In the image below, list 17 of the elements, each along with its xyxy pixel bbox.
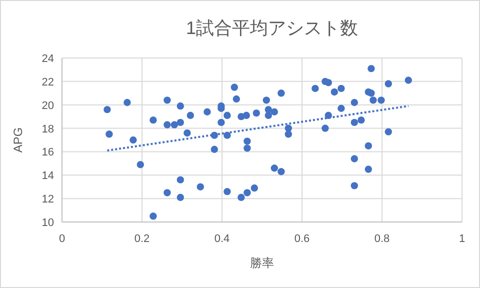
x-tick-label: 0.2	[134, 233, 150, 245]
y-tick-label: 24	[42, 53, 54, 65]
y-tick-label: 12	[42, 194, 54, 206]
y-axis-title: APG	[11, 127, 25, 153]
y-tick-label: 22	[42, 76, 54, 88]
y-tick-label: 20	[42, 100, 54, 112]
chart-title: 1試合平均アシスト数	[186, 18, 358, 38]
y-tick-label: 10	[42, 217, 54, 229]
x-tick-label: 0.4	[214, 233, 230, 245]
x-tick-label: 0.8	[374, 233, 390, 245]
y-tick-label: 14	[42, 170, 54, 182]
x-tick-label: 1	[458, 233, 466, 245]
y-tick-label: 18	[42, 123, 54, 136]
y-tick-label: 16	[42, 146, 54, 159]
x-axis-title: 勝率	[250, 256, 274, 270]
x-tick-label: 0	[58, 233, 66, 245]
x-tick-label: 0.6	[294, 233, 310, 245]
